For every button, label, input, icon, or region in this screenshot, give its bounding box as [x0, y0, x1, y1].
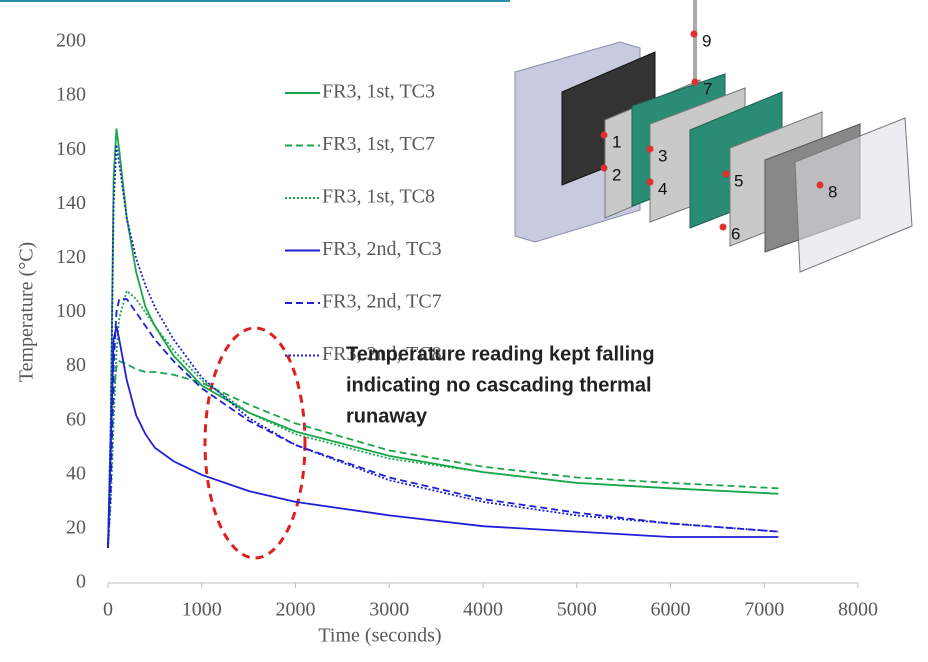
x-tick-label: 4000 [463, 599, 503, 621]
inset-diagram [510, 0, 928, 276]
legend-label: FR3, 1st, TC7 [322, 133, 435, 155]
x-tick-label: 2000 [276, 599, 316, 621]
series-line [108, 299, 778, 548]
y-tick-label: 140 [56, 192, 86, 214]
x-tick-label: 8000 [838, 599, 878, 621]
x-axis-title: Time (seconds) [318, 625, 441, 647]
inset-label: 6 [731, 224, 740, 243]
x-tick-label: 0 [103, 599, 113, 621]
sensor-dot [723, 171, 730, 178]
inset-label: 1 [612, 132, 621, 151]
legend-label: FR3, 1st, TC3 [322, 81, 435, 103]
sensor-dot [691, 31, 698, 38]
series-line [108, 291, 778, 548]
inset-label: 4 [658, 179, 667, 198]
y-tick-label: 0 [76, 571, 86, 593]
y-tick-label: 160 [56, 138, 86, 160]
legend-label: FR3, 2nd, TC3 [322, 238, 442, 260]
sensor-dot [647, 146, 654, 153]
y-tick-label: 60 [66, 408, 86, 430]
y-tick-label: 120 [56, 246, 86, 268]
x-tick-label: 7000 [744, 599, 784, 621]
sensor-dot [720, 224, 727, 231]
y-tick-label: 80 [66, 354, 86, 376]
y-tick-label: 20 [66, 516, 86, 538]
inset-label: 2 [612, 165, 621, 184]
annotation: runaway [346, 405, 428, 427]
legend-label: FR3, 2nd, TC7 [322, 291, 442, 313]
sensor-dot [601, 165, 608, 172]
legend-label: FR3, 1st, TC8 [322, 186, 435, 208]
chart: Time (seconds) Temperature (°C) 02040608… [0, 0, 928, 662]
y-tick-label: 40 [66, 462, 86, 484]
inset-label: 8 [828, 182, 837, 201]
y-axis-title: Temperature (°C) [16, 242, 38, 382]
sensor-dot [647, 179, 654, 186]
inset-label: 3 [658, 146, 667, 165]
inset-label: 9 [702, 31, 711, 50]
sensor-dot [817, 182, 824, 189]
annotation: Temperature reading kept falling [346, 343, 655, 365]
inset-label: 5 [734, 171, 743, 190]
y-tick-label: 180 [56, 84, 86, 106]
sensor-dot [692, 79, 699, 86]
x-tick-label: 3000 [369, 599, 409, 621]
sensor-dot [601, 132, 608, 139]
y-tick-label: 200 [56, 30, 86, 52]
inset-label: 7 [703, 79, 712, 98]
x-tick-label: 1000 [182, 599, 222, 621]
x-tick-label: 6000 [651, 599, 691, 621]
annotation: indicating no cascading thermal [346, 374, 652, 396]
x-tick-label: 5000 [557, 599, 597, 621]
y-tick-label: 100 [56, 300, 86, 322]
